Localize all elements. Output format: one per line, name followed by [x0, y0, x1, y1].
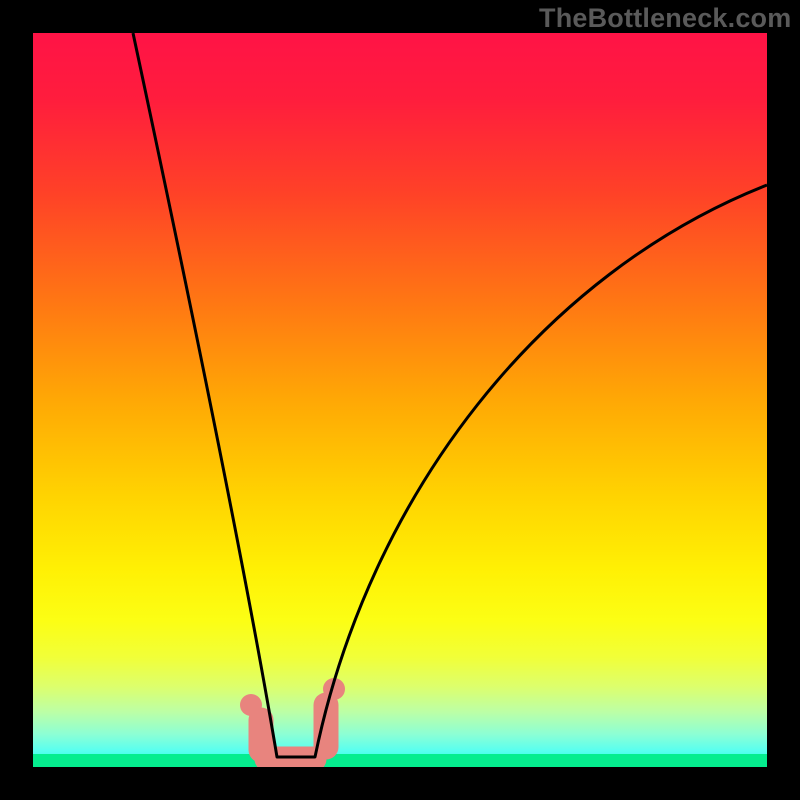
- watermark-label: TheBottleneck.com: [539, 3, 791, 34]
- chart-frame: [0, 0, 800, 800]
